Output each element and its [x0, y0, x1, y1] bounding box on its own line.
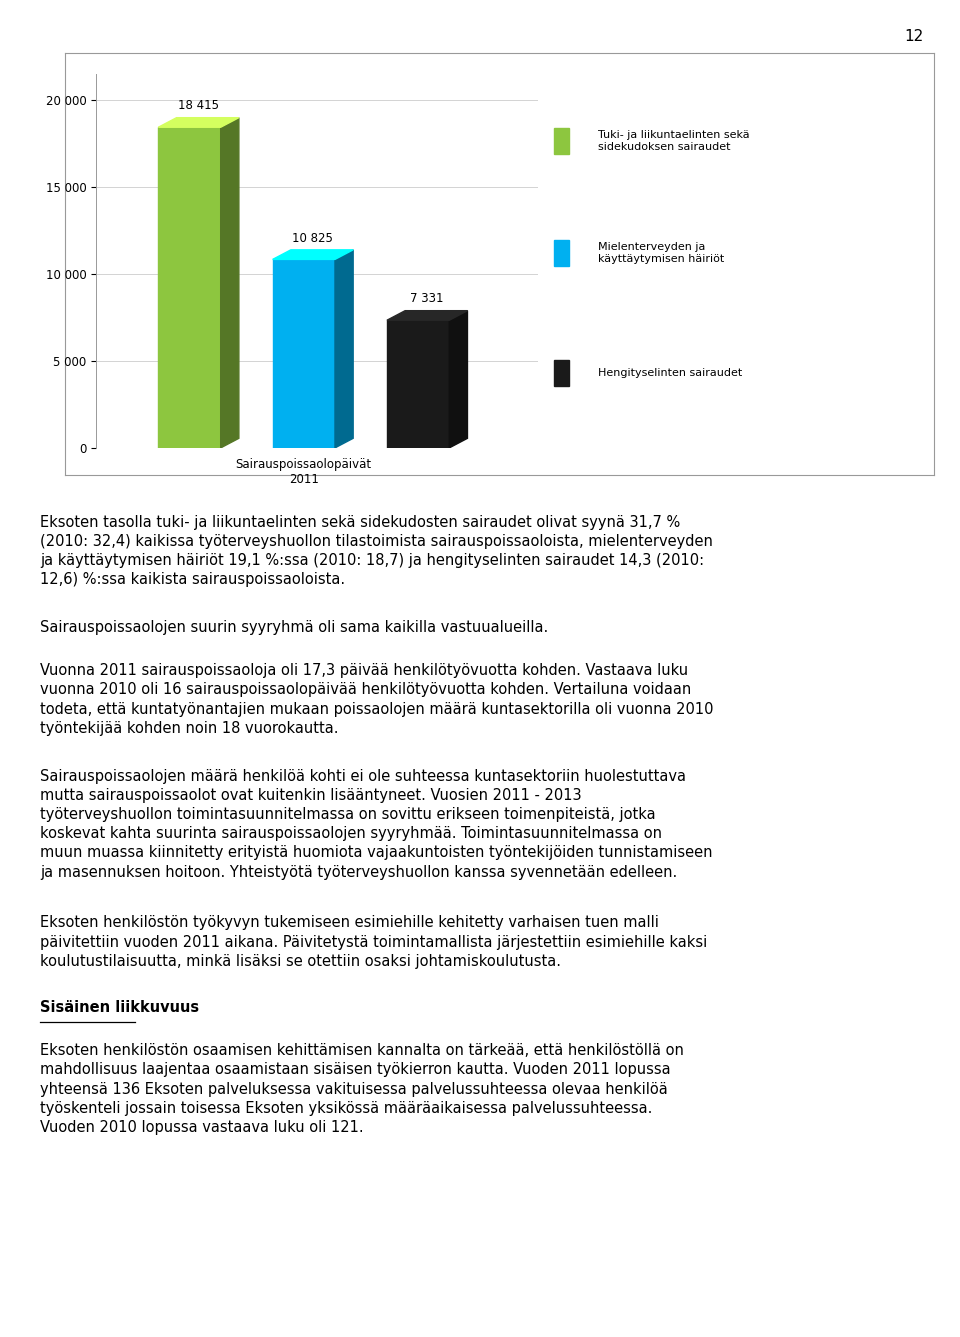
Bar	[555, 128, 568, 154]
Bar	[273, 259, 335, 448]
Text: Mielenterveyden ja
käyttäytymisen häiriöt: Mielenterveyden ja käyttäytymisen häiriö…	[598, 242, 725, 265]
Polygon shape	[273, 250, 353, 259]
Text: 12: 12	[904, 29, 924, 44]
Bar	[555, 360, 568, 386]
Polygon shape	[387, 310, 468, 321]
Text: Hengityselinten sairaudet: Hengityselinten sairaudet	[598, 368, 742, 378]
Bar	[387, 321, 449, 448]
Text: Eksoten henkilöstön työkyvyn tukemiseen esimiehille kehitetty varhaisen tuen mal: Eksoten henkilöstön työkyvyn tukemiseen …	[40, 916, 708, 969]
Text: Sisäinen liikkuvuus: Sisäinen liikkuvuus	[40, 1000, 200, 1015]
Text: 18 415: 18 415	[179, 99, 219, 112]
Bar	[158, 127, 221, 448]
Polygon shape	[221, 118, 239, 448]
Text: Eksoten tasolla tuki- ja liikuntaelinten sekä sidekudosten sairaudet olivat syyn: Eksoten tasolla tuki- ja liikuntaelinten…	[40, 515, 713, 587]
Text: 7 331: 7 331	[411, 293, 444, 305]
Text: Eksoten henkilöstön osaamisen kehittämisen kannalta on tärkeää, että henkilöstöl: Eksoten henkilöstön osaamisen kehittämis…	[40, 1043, 684, 1135]
Polygon shape	[158, 118, 239, 127]
Text: Vuonna 2011 sairauspoissaoloja oli 17,3 päivää henkilötyövuotta kohden. Vastaava: Vuonna 2011 sairauspoissaoloja oli 17,3 …	[40, 663, 714, 735]
Text: Tuki- ja liikuntaelinten sekä
sidekudoksen sairaudet: Tuki- ja liikuntaelinten sekä sidekudoks…	[598, 130, 750, 152]
Bar	[555, 241, 568, 266]
Polygon shape	[335, 250, 353, 448]
Polygon shape	[449, 310, 468, 448]
Text: Sairauspoissaolojen suurin syyryhmä oli sama kaikilla vastuualueilla.: Sairauspoissaolojen suurin syyryhmä oli …	[40, 620, 548, 635]
Text: Sairauspoissaolojen määrä henkilöä kohti ei ole suhteessa kuntasektoriin huolest: Sairauspoissaolojen määrä henkilöä kohti…	[40, 769, 713, 880]
Text: 10 825: 10 825	[293, 231, 333, 245]
